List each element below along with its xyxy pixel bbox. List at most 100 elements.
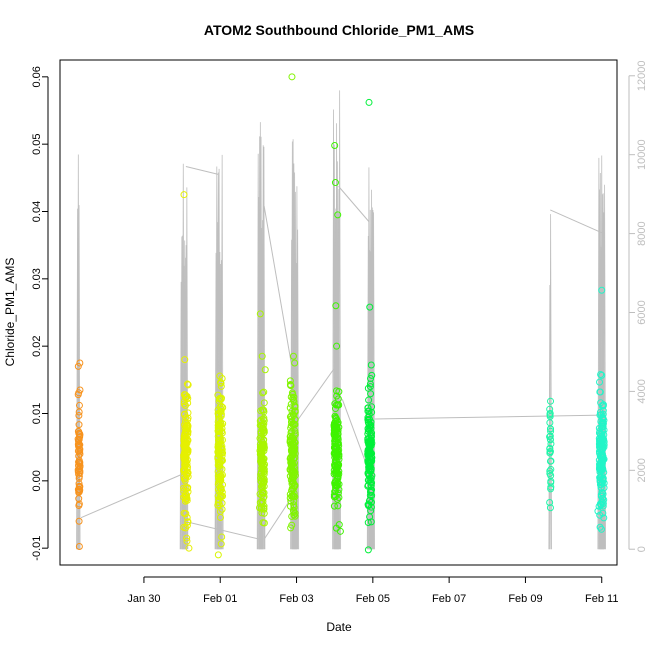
- y-tick-label: -0.01: [31, 536, 43, 561]
- data-point: [366, 429, 374, 437]
- data-point: [596, 388, 604, 396]
- data-point: [334, 401, 342, 409]
- secondary-connector: [341, 399, 368, 467]
- data-point: [365, 396, 373, 404]
- data-point: [289, 352, 297, 360]
- data-point: [184, 488, 192, 496]
- data-point: [257, 454, 265, 462]
- data-point: [330, 423, 338, 431]
- data-point: [367, 361, 375, 369]
- series-layer: [74, 73, 608, 559]
- data-point: [181, 410, 189, 418]
- data-point: [366, 437, 374, 445]
- y-tick-label: 0.06: [31, 66, 43, 87]
- data-point: [75, 421, 83, 429]
- y2-tick-label: 6000: [636, 300, 648, 324]
- data-point: [289, 391, 297, 399]
- data-point: [260, 399, 268, 407]
- data-point: [547, 427, 555, 435]
- data-point: [214, 551, 222, 559]
- data-point: [330, 466, 338, 474]
- data-point: [184, 381, 192, 389]
- data-point: [334, 502, 342, 510]
- data-point: [217, 379, 225, 387]
- data-point: [75, 489, 83, 497]
- data-point: [75, 500, 83, 508]
- data-point: [331, 458, 339, 466]
- data-point: [260, 388, 268, 396]
- data-point: [286, 377, 294, 385]
- data-point: [257, 446, 265, 454]
- data-point: [287, 412, 295, 420]
- y-tick-label: 0.01: [31, 403, 43, 424]
- data-point: [218, 457, 226, 465]
- data-point: [364, 407, 372, 415]
- data-point: [331, 462, 339, 470]
- x-tick-label: Feb 07: [432, 593, 466, 605]
- data-point: [598, 371, 606, 379]
- data-point: [366, 488, 374, 496]
- y-tick-label: 0.04: [31, 201, 43, 222]
- data-point: [330, 502, 338, 510]
- data-point: [217, 486, 225, 494]
- data-point: [291, 359, 299, 367]
- data-point: [288, 521, 296, 529]
- data-point: [184, 518, 192, 526]
- data-point: [256, 447, 264, 455]
- x-tick-label: Feb 05: [356, 593, 390, 605]
- x-tick-label: Feb 01: [203, 593, 237, 605]
- data-point: [74, 435, 82, 443]
- data-point: [261, 366, 269, 374]
- data-point: [368, 371, 376, 379]
- data-point: [546, 498, 554, 506]
- data-point: [364, 404, 372, 412]
- data-point: [288, 440, 296, 448]
- data-point: [594, 507, 602, 515]
- data-point: [290, 473, 298, 481]
- data-point: [289, 491, 297, 499]
- y2-tick-label: 2000: [636, 458, 648, 482]
- data-point: [599, 445, 607, 453]
- data-point: [600, 441, 608, 449]
- data-point: [600, 479, 608, 487]
- data-point: [546, 435, 554, 443]
- data-point: [289, 441, 297, 449]
- data-point: [180, 493, 188, 501]
- secondary-connector: [550, 209, 604, 235]
- data-point: [599, 443, 607, 451]
- data-point: [183, 484, 191, 492]
- data-point: [367, 374, 375, 382]
- data-point: [257, 429, 265, 437]
- data-point: [287, 497, 295, 505]
- data-point: [260, 504, 268, 512]
- data-point: [184, 395, 192, 403]
- data-point: [74, 468, 82, 476]
- data-point: [547, 485, 555, 493]
- data-point: [331, 461, 339, 469]
- y-tick-label: 0.02: [31, 335, 43, 356]
- secondary-connector: [263, 205, 294, 372]
- data-point: [598, 489, 606, 497]
- data-point: [596, 481, 604, 489]
- data-point: [547, 440, 555, 448]
- data-point: [217, 405, 225, 413]
- data-point: [260, 467, 268, 475]
- data-point: [182, 510, 190, 518]
- data-point: [546, 447, 554, 455]
- data-point: [75, 517, 83, 525]
- y2-tick-label: 4000: [636, 379, 648, 403]
- data-point: [257, 416, 265, 424]
- data-point: [598, 498, 606, 506]
- y-axis: -0.01 0.00 0.01 0.02 0.03 0.04 0.05 0.06: [31, 66, 49, 561]
- data-point: [217, 540, 225, 548]
- secondary-connector: [338, 185, 370, 223]
- data-point: [256, 504, 264, 512]
- data-point: [367, 503, 375, 511]
- data-point: [182, 495, 190, 503]
- data-point: [288, 452, 296, 460]
- data-point: [290, 447, 298, 455]
- data-point: [291, 481, 299, 489]
- data-point: [333, 495, 341, 503]
- data-point: [286, 502, 294, 510]
